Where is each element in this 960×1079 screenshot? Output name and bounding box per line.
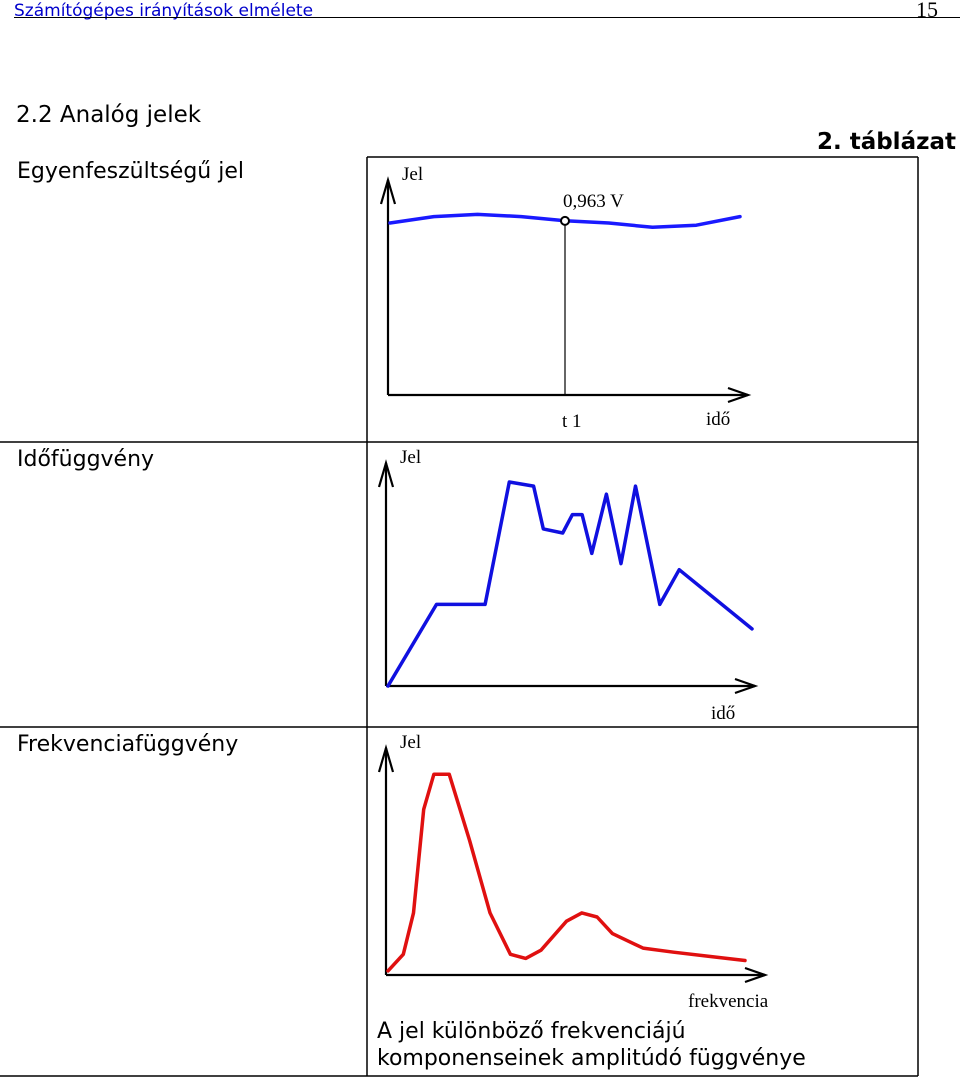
row-label-frequency-function: Frekvenciafüggvény: [17, 732, 239, 757]
chart3-x-axis-arrow: [744, 966, 769, 984]
frequency-caption-line-2: komponenseinek amplitúdó függvénye: [377, 1046, 806, 1071]
chart2-series-line: [386, 480, 754, 688]
chart3-y-axis-label: Jel: [400, 732, 421, 753]
row-label-dc-signal: Egyenfeszültségű jel: [17, 159, 244, 184]
chart1-marker-point: [560, 215, 570, 226]
chart2-y-axis-label: Jel: [400, 447, 421, 468]
row-label-time-function: Időfüggvény: [17, 447, 155, 472]
chart1-y-axis-label: Jel: [402, 164, 423, 185]
chart1-x-axis-label: idő: [706, 409, 730, 430]
running-header-title: Számítógépes irányítások elmélete: [14, 1, 314, 21]
chart3-series-line: [386, 772, 747, 973]
chart3-y-axis-arrow: [377, 744, 395, 773]
chart2-y-axis-arrow: [377, 459, 395, 488]
section-title: 2.2 Analóg jelek: [16, 102, 202, 128]
chart1-x-axis-arrow: [727, 386, 752, 404]
table-caption: 2. táblázat: [816, 129, 956, 155]
chart2-x-axis-arrow: [734, 677, 759, 695]
chart1-y-axis-arrow: [379, 176, 397, 205]
page-number: 15: [916, 0, 938, 22]
chart2-x-axis-label: idő: [711, 703, 735, 724]
chart1-point-label: 0,963 V: [563, 191, 624, 212]
chart1-t1-tick-label: t 1: [562, 411, 582, 432]
chart3-x-axis-label: frekvencia: [688, 991, 769, 1012]
frequency-caption: A jel különböző frekvenciájú komponensei…: [377, 1018, 806, 1072]
frequency-caption-line-1: A jel különböző frekvenciájú: [377, 1019, 686, 1044]
header-rule: [14, 17, 960, 18]
